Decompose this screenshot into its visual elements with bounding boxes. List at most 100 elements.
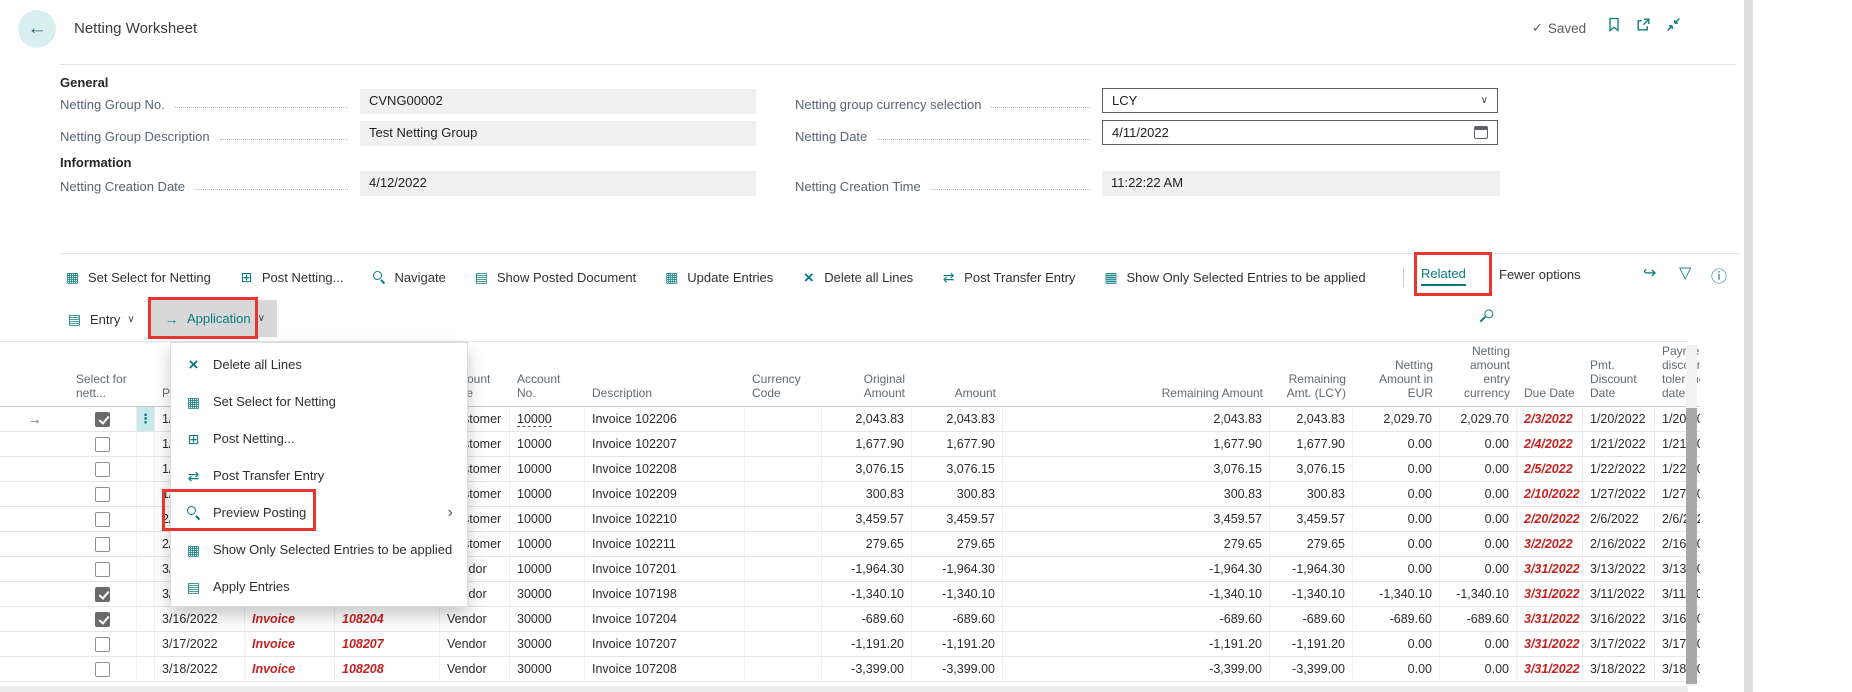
toolbar-action-button[interactable]: Set Select for Netting (64, 270, 211, 285)
row-checkbox[interactable] (95, 611, 110, 627)
account-no-cell[interactable]: 10000 (510, 432, 585, 456)
table-scrollbar-thumb[interactable] (1686, 408, 1697, 684)
menu-item[interactable]: Delete all Lines (171, 346, 467, 383)
netting-amount-eur-cell: 0.00 (1353, 432, 1440, 456)
fewer-options-button[interactable]: Fewer options (1499, 267, 1581, 282)
toolbar-action-button[interactable]: Post Transfer Entry (940, 270, 1075, 285)
table-row[interactable]: 3/17/2022 Invoice 108207 Vendor 30000 In… (0, 632, 1700, 657)
amount-cell: 2,043.83 (912, 407, 1003, 431)
netting-date-input[interactable]: 4/11/2022 (1102, 120, 1498, 145)
account-type-cell: Vendor (440, 607, 510, 631)
application-menu-button[interactable]: Application ∨ (151, 300, 277, 337)
netting-amount-entry-currency-cell: -1,340.10 (1440, 582, 1517, 606)
menu-item[interactable]: Set Select for Netting (171, 383, 467, 420)
posting-date-cell: 3/16/2022 (155, 607, 245, 631)
currency-code-cell (745, 457, 822, 481)
row-checkbox[interactable] (95, 436, 110, 452)
collapse-icon[interactable] (1665, 16, 1682, 33)
account-no-cell[interactable]: 30000 (510, 657, 585, 681)
menu-item-icon (185, 579, 202, 594)
row-checkbox[interactable] (95, 661, 110, 677)
account-no-cell[interactable]: 30000 (510, 607, 585, 631)
account-no-cell[interactable]: 30000 (510, 632, 585, 656)
menu-item[interactable]: Show Only Selected Entries to be applied (171, 531, 467, 568)
page-scrollbar[interactable] (1744, 0, 1753, 692)
row-checkbox[interactable] (95, 586, 110, 602)
horizontal-scrollbar[interactable] (0, 686, 1688, 692)
row-menu-cell (137, 632, 155, 656)
account-no-cell[interactable]: 10000 (510, 507, 585, 531)
netting-amount-eur-cell: 0.00 (1353, 507, 1440, 531)
table-row[interactable]: 3/13/2022 Vendor 10000 Invoice 107201 -1… (0, 557, 1700, 582)
row-indicator-cell: → (0, 407, 69, 431)
toolbar-action-button[interactable]: Update Entries (663, 270, 773, 285)
toolbar-action-button[interactable]: Show Only Selected Entries to be applied (1102, 270, 1365, 285)
menu-item-label: Preview Posting (213, 505, 307, 520)
menu-item[interactable]: Apply Entries (171, 568, 467, 605)
account-no-cell[interactable]: 30000 (510, 582, 585, 606)
open-in-new-window-icon[interactable] (1635, 16, 1652, 33)
back-button[interactable]: ← (18, 10, 56, 48)
netting-currency-labelrow: Netting group currency selection (795, 90, 1098, 112)
row-menu-cell (137, 582, 155, 606)
description-cell: Invoice 107201 (585, 557, 745, 581)
col-pmt-discount-date: Pmt. Discount Date (1590, 358, 1637, 400)
action-icon (238, 270, 255, 285)
row-options-icon[interactable]: ⋮ (139, 411, 152, 426)
entry-menu-button[interactable]: Entry ∨ (56, 302, 145, 336)
row-checkbox[interactable] (95, 411, 110, 427)
row-checkbox[interactable] (95, 511, 110, 527)
menu-item[interactable]: Preview Posting › (171, 494, 467, 531)
row-checkbox[interactable] (95, 536, 110, 552)
currency-code-cell (745, 432, 822, 456)
table-row[interactable]: 3/18/2022 Invoice 108208 Vendor 30000 In… (0, 657, 1700, 682)
remaining-amount-cell: -3,399.00 (1003, 657, 1270, 681)
menu-item[interactable]: Post Transfer Entry (171, 457, 467, 494)
row-checkbox[interactable] (95, 636, 110, 652)
share-icon[interactable]: ↪ (1643, 265, 1657, 282)
toolbar-action-button[interactable]: Show Posted Document (473, 270, 636, 285)
description-cell: Invoice 107208 (585, 657, 745, 681)
account-no-cell[interactable]: 10000 (510, 407, 585, 431)
tab-related[interactable]: Related (1421, 266, 1466, 286)
amount-cell: -1,191.20 (912, 632, 1003, 656)
due-date-cell: 3/31/2022 (1517, 607, 1583, 631)
account-type-cell: Vendor (440, 657, 510, 681)
remaining-amt-lcy-cell: 279.65 (1270, 532, 1353, 556)
original-amount-cell: 300.83 (822, 482, 912, 506)
row-checkbox[interactable] (95, 486, 110, 502)
toolbar-action-button[interactable]: Delete all Lines (800, 270, 913, 285)
row-indicator-cell (0, 607, 69, 631)
netting-amount-entry-currency-cell: 0.00 (1440, 532, 1517, 556)
table-row[interactable]: 3/16/2022 Invoice 108204 Vendor 30000 In… (0, 607, 1700, 632)
netting-amount-entry-currency-cell: 0.00 (1440, 457, 1517, 481)
account-no-cell[interactable]: 10000 (510, 557, 585, 581)
toolbar-action-button[interactable]: Post Netting... (238, 270, 344, 285)
pin-icon[interactable] (1475, 305, 1498, 328)
amount-cell: 3,076.15 (912, 457, 1003, 481)
netting-currency-select[interactable]: LCY ∨ (1102, 88, 1498, 113)
row-menu-cell (137, 432, 155, 456)
original-amount-cell: 1,677.90 (822, 432, 912, 456)
filter-icon[interactable]: ▽ (1679, 265, 1692, 282)
remaining-amt-lcy-cell: -1,964.30 (1270, 557, 1353, 581)
amount-cell: 279.65 (912, 532, 1003, 556)
info-icon[interactable]: ⓘ (1711, 269, 1728, 286)
account-no-cell[interactable]: 10000 (510, 457, 585, 481)
account-no-cell[interactable]: 10000 (510, 532, 585, 556)
amount-cell: -1,964.30 (912, 557, 1003, 581)
amount-cell: -3,399.00 (912, 657, 1003, 681)
remaining-amount-cell: -1,340.10 (1003, 582, 1270, 606)
netting-creation-date-label: Netting Creation Date (60, 179, 186, 194)
toolbar-action-button[interactable]: Navigate (371, 270, 446, 285)
menu-item-label: Delete all Lines (213, 357, 302, 372)
description-cell: Invoice 107204 (585, 607, 745, 631)
action-icon (940, 270, 957, 285)
row-checkbox[interactable] (95, 561, 110, 577)
bookmark-icon[interactable] (1606, 16, 1622, 33)
due-date-cell: 3/31/2022 (1517, 632, 1583, 656)
row-checkbox[interactable] (95, 461, 110, 477)
account-no-cell[interactable]: 10000 (510, 482, 585, 506)
description-cell: Invoice 102211 (585, 532, 745, 556)
menu-item[interactable]: Post Netting... (171, 420, 467, 457)
